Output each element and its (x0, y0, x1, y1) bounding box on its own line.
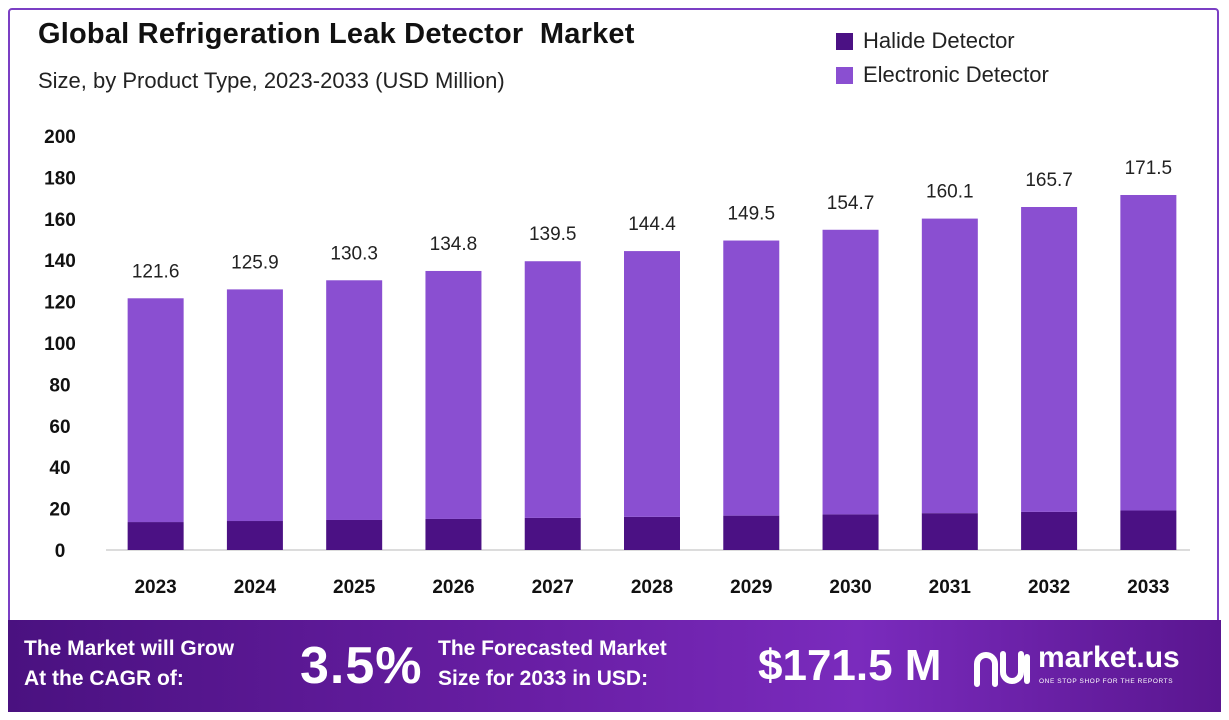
y-tick-label: 20 (49, 500, 70, 521)
x-tick-label: 2030 (829, 577, 871, 598)
cagr-caption-line1: The Market will Grow (24, 637, 235, 660)
x-tick-label: 2029 (730, 577, 772, 598)
bar-total-label: 149.5 (727, 204, 775, 225)
bar-electronic-detector (226, 289, 283, 522)
bar-total-label: 171.5 (1125, 158, 1173, 179)
y-tick-label: 140 (44, 251, 76, 272)
forecast-caption-line2: Size for 2033 in USD: (438, 667, 649, 690)
bar-total-label: 134.8 (430, 234, 478, 255)
y-tick-label: 120 (44, 293, 76, 314)
chart-title: Global Refrigeration Leak Detector Marke… (38, 18, 635, 50)
x-tick-label: 2023 (134, 577, 176, 598)
cagr-caption: The Market will Grow At the CAGR of: (24, 634, 294, 694)
bar-total-label: 144.4 (628, 214, 676, 235)
y-tick-label: 160 (44, 210, 76, 231)
bar-electronic-detector (127, 298, 184, 523)
bar-total-label: 165.7 (1025, 170, 1073, 191)
bar-halide-detector (1120, 510, 1177, 550)
bar-total-label: 130.3 (330, 243, 378, 264)
bar-halide-detector (1021, 511, 1078, 550)
footer-banner: The Market will Grow At the CAGR of: 3.5… (8, 620, 1221, 712)
bar-halide-detector (524, 517, 581, 550)
bar-halide-detector (723, 515, 780, 550)
bar-total-label: 160.1 (926, 182, 974, 203)
bar-halide-detector (624, 516, 680, 550)
legend-label-halide: Halide Detector (863, 28, 1015, 53)
y-tick-label: 200 (44, 127, 76, 148)
x-tick-label: 2024 (234, 577, 277, 598)
bar-electronic-detector (723, 240, 780, 516)
bar-halide-detector (226, 521, 283, 550)
bar-halide-detector (921, 513, 978, 550)
brand-name: market.us (1038, 641, 1180, 674)
cagr-caption-line2: At the CAGR of: (24, 667, 184, 690)
y-tick-label: 100 (44, 334, 76, 355)
bar-halide-detector (822, 514, 879, 550)
bar-halide-detector (326, 519, 383, 550)
market-us-logo-icon (974, 651, 1030, 687)
x-tick-label: 2032 (1028, 577, 1070, 598)
bar-electronic-detector (524, 261, 581, 518)
legend-item-electronic: Electronic Detector (836, 58, 1049, 92)
legend-swatch-halide (836, 32, 853, 50)
bar-electronic-detector (425, 270, 482, 519)
x-tick-label: 2026 (432, 577, 474, 598)
legend-swatch-electronic (836, 66, 853, 84)
bar-electronic-detector (326, 280, 383, 520)
x-tick-label: 2033 (1127, 577, 1169, 598)
y-tick-label: 180 (44, 168, 76, 189)
forecast-caption-line1: The Forecasted Market (438, 637, 667, 660)
bar-total-label: 139.5 (529, 224, 577, 245)
legend-label-electronic: Electronic Detector (863, 62, 1049, 87)
bar-total-label: 121.6 (132, 261, 180, 282)
bar-halide-detector (127, 522, 184, 550)
chart-subtitle: Size, by Product Type, 2023-2033 (USD Mi… (38, 68, 505, 93)
chart-frame (8, 8, 1219, 712)
brand-tagline: ONE STOP SHOP FOR THE REPORTS (1039, 678, 1174, 685)
y-tick-label: 80 (49, 375, 70, 396)
bar-electronic-detector (1120, 194, 1177, 511)
bar-electronic-detector (1021, 207, 1078, 512)
x-tick-label: 2027 (532, 577, 574, 598)
y-tick-label: 0 (55, 541, 66, 562)
cagr-value: 3.5% (300, 637, 423, 695)
bar-chart: 0 20 40 60 80 100 120 140 160 180 200 121.6 2023 125.… (44, 127, 1190, 598)
x-tick-label: 2025 (333, 577, 376, 598)
x-tick-label: 2031 (929, 577, 972, 598)
bar-electronic-detector (822, 229, 879, 515)
legend-item-halide: Halide Detector (836, 24, 1049, 58)
y-tick-label: 60 (49, 417, 70, 438)
legend: Halide Detector Electronic Detector (836, 24, 1049, 92)
bar-total-label: 154.7 (827, 193, 875, 214)
y-tick-label: 40 (49, 458, 70, 479)
x-tick-label: 2028 (631, 577, 673, 598)
forecast-caption: The Forecasted Market Size for 2033 in U… (438, 634, 748, 694)
bar-halide-detector (425, 518, 482, 550)
forecast-value: $171.5 M (758, 641, 942, 690)
bar-total-label: 125.9 (231, 252, 279, 273)
bar-electronic-detector (921, 218, 978, 514)
bar-electronic-detector (624, 251, 680, 517)
